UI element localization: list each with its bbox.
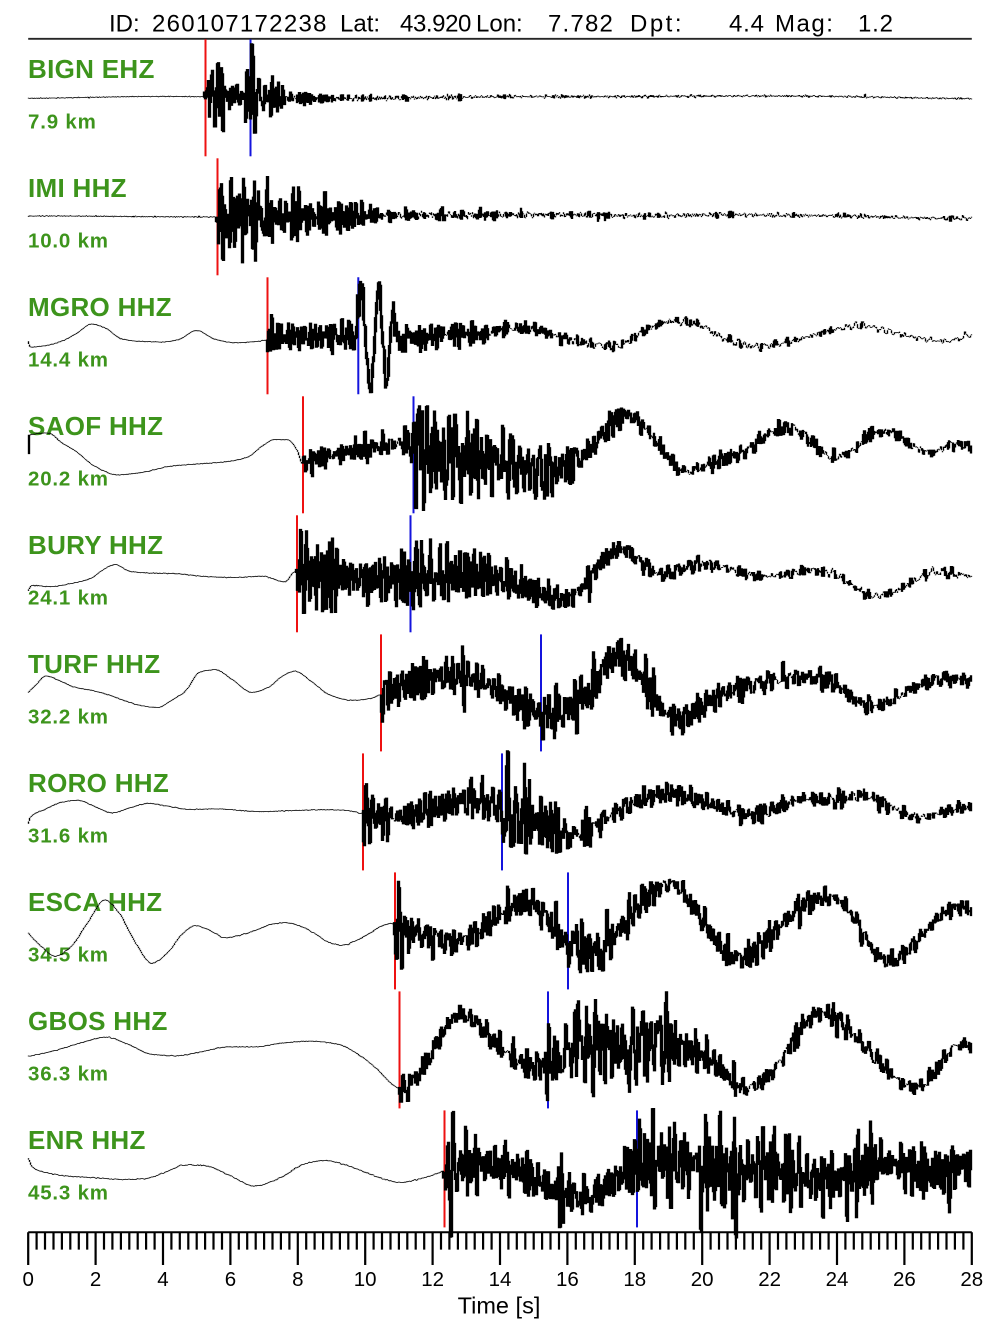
svg-text:43.920: 43.920: [400, 11, 471, 38]
svg-text:SAOF HHZ: SAOF HHZ: [28, 411, 163, 441]
svg-text:6: 6: [225, 1268, 236, 1291]
svg-text:28: 28: [960, 1268, 983, 1291]
svg-text:16: 16: [556, 1268, 579, 1291]
svg-text:Lat:: Lat:: [340, 11, 380, 38]
svg-text:18: 18: [623, 1268, 646, 1291]
svg-text:Dpt:: Dpt:: [630, 11, 684, 38]
svg-text:34.5 km: 34.5 km: [28, 943, 109, 966]
svg-text:7.782: 7.782: [548, 11, 614, 38]
svg-text:26: 26: [893, 1268, 916, 1291]
svg-text:TURF HHZ: TURF HHZ: [28, 649, 160, 679]
svg-text:GBOS HHZ: GBOS HHZ: [28, 1006, 168, 1036]
svg-text:2: 2: [90, 1268, 101, 1291]
svg-text:BIGN EHZ: BIGN EHZ: [28, 54, 155, 84]
svg-text:Mag:: Mag:: [775, 11, 834, 38]
svg-text:ID:: ID:: [109, 11, 140, 38]
svg-text:14: 14: [489, 1268, 512, 1291]
svg-text:36.3 km: 36.3 km: [28, 1062, 109, 1085]
svg-text:12: 12: [421, 1268, 444, 1291]
svg-text:Lon:: Lon:: [476, 11, 523, 38]
svg-text:0: 0: [22, 1268, 33, 1291]
svg-text:14.4 km: 14.4 km: [28, 348, 109, 371]
svg-text:8: 8: [292, 1268, 303, 1291]
svg-text:4.4: 4.4: [729, 11, 765, 38]
svg-text:20: 20: [691, 1268, 714, 1291]
svg-text:7.9 km: 7.9 km: [28, 110, 97, 133]
svg-text:10.0 km: 10.0 km: [28, 229, 109, 252]
svg-text:20.2 km: 20.2 km: [28, 467, 109, 490]
svg-text:4: 4: [157, 1268, 168, 1291]
svg-text:260107172238: 260107172238: [152, 11, 328, 38]
svg-text:Time [s]: Time [s]: [458, 1293, 541, 1319]
svg-text:45.3 km: 45.3 km: [28, 1181, 109, 1204]
svg-text:31.6 km: 31.6 km: [28, 824, 109, 847]
svg-text:32.2 km: 32.2 km: [28, 705, 109, 728]
svg-text:MGRO HHZ: MGRO HHZ: [28, 292, 172, 322]
svg-text:24.1 km: 24.1 km: [28, 586, 109, 609]
svg-text:24: 24: [826, 1268, 849, 1291]
svg-text:RORO HHZ: RORO HHZ: [28, 768, 169, 798]
svg-text:10: 10: [354, 1268, 377, 1291]
svg-text:IMI HHZ: IMI HHZ: [28, 173, 127, 203]
svg-text:22: 22: [758, 1268, 781, 1291]
svg-text:ENR HHZ: ENR HHZ: [28, 1125, 146, 1155]
svg-text:BURY HHZ: BURY HHZ: [28, 530, 163, 560]
svg-text:1.2: 1.2: [858, 11, 894, 38]
